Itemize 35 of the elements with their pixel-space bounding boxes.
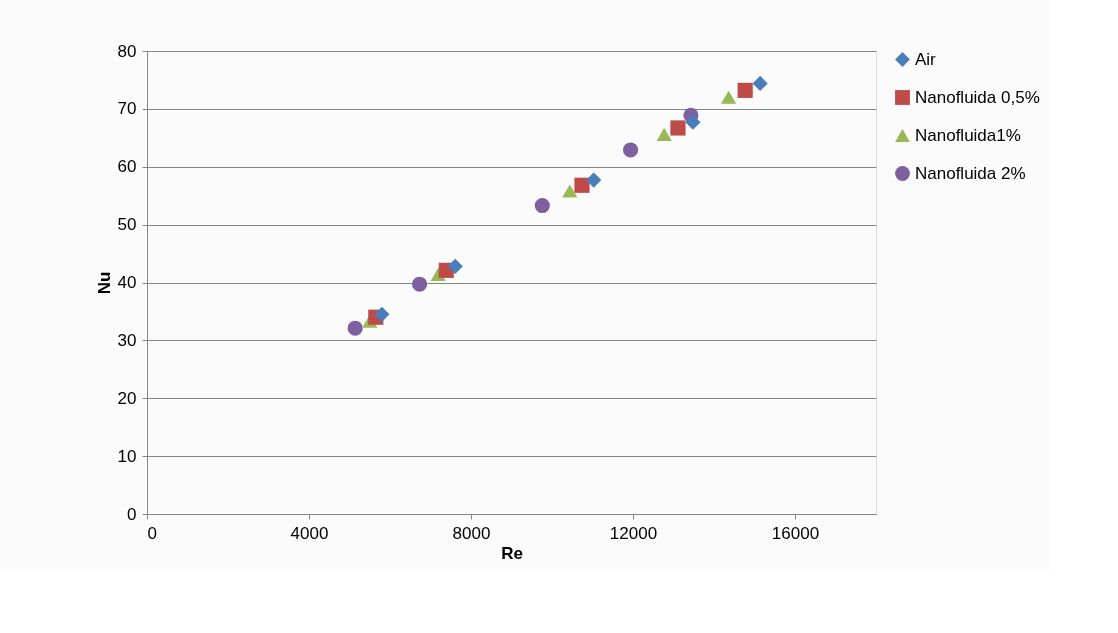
- x-tick-label: 0: [147, 523, 157, 543]
- point: [374, 306, 390, 322]
- legend-label: Air: [915, 49, 937, 69]
- y-axis-title: Nu: [94, 271, 114, 295]
- point: [447, 258, 463, 274]
- y-tick-label: 50: [117, 215, 137, 235]
- y-tick-label: 80: [117, 41, 137, 61]
- point: [534, 197, 550, 214]
- point: [752, 75, 768, 91]
- legend-label: Nanofluida 0,5%: [915, 87, 1040, 107]
- x-tick-label: 12000: [609, 523, 658, 543]
- y-tick-label: 40: [117, 273, 137, 292]
- x-tick-label: 8000: [452, 523, 491, 543]
- point: [586, 172, 602, 188]
- y-tick-label: 30: [117, 330, 137, 350]
- point: [656, 127, 672, 141]
- y-tick-label: 10: [117, 446, 137, 466]
- point: [411, 276, 428, 292]
- point: [670, 120, 686, 136]
- y-tick-label: 70: [117, 99, 137, 119]
- x-tick-label: 16000: [771, 523, 820, 543]
- point: [685, 114, 701, 130]
- point: [347, 320, 363, 336]
- x-tick-label: 4000: [290, 523, 329, 543]
- point: [574, 177, 590, 193]
- point: [562, 184, 578, 198]
- y-tick-label: 0: [127, 504, 137, 524]
- y-tick-label: 60: [117, 157, 137, 177]
- legend-label: Nanofluida 2%: [915, 163, 1026, 183]
- point: [737, 82, 753, 98]
- x-axis-title: Re: [501, 543, 523, 563]
- legend-label: Nanofluida1%: [915, 125, 1021, 145]
- point: [721, 90, 737, 104]
- y-tick-label: 20: [117, 388, 137, 408]
- point: [622, 142, 639, 158]
